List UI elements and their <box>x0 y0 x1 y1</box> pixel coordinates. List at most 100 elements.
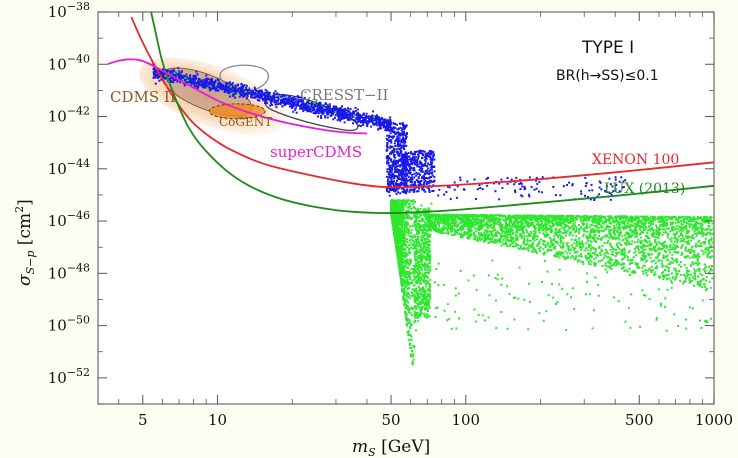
scatter-point <box>395 249 398 252</box>
scatter-point <box>240 83 243 86</box>
scatter-point <box>418 301 421 303</box>
scatter-point <box>346 114 349 117</box>
scatter-point <box>346 116 349 119</box>
scatter-point <box>418 312 421 315</box>
scatter-point <box>331 113 334 116</box>
scatter-point <box>404 298 407 301</box>
scatter-point <box>393 180 396 183</box>
scatter-point <box>245 97 248 100</box>
scatter-point <box>364 114 367 117</box>
scatter-point <box>419 310 422 313</box>
scatter-point <box>387 178 390 181</box>
scatter-point <box>408 179 411 182</box>
scatter-point <box>416 276 419 279</box>
scatter-point <box>302 104 305 107</box>
scatter-point <box>330 114 332 117</box>
scatter-point <box>332 109 335 111</box>
scatter-point <box>410 160 413 163</box>
scatter-point <box>396 210 399 213</box>
scatter-point <box>413 221 416 224</box>
scatter-point <box>403 223 406 226</box>
scatter-point <box>198 78 201 81</box>
scatter-point <box>211 80 214 83</box>
scatter-point <box>576 240 579 243</box>
scatter-point <box>413 345 416 348</box>
scatter-point <box>415 229 418 232</box>
scatter-point <box>242 94 245 97</box>
scatter-point <box>420 179 423 182</box>
scatter-point <box>422 298 425 301</box>
scatter-point <box>178 76 181 79</box>
scatter-point <box>349 108 352 110</box>
scatter-point <box>526 238 529 241</box>
scatter-point <box>687 240 690 243</box>
scatter-point <box>342 112 345 115</box>
scatter-point <box>650 244 652 247</box>
scatter-point <box>428 247 431 250</box>
scatter-point <box>608 177 611 180</box>
scatter-point <box>275 99 278 102</box>
scatter-point <box>318 104 321 107</box>
scatter-point <box>424 292 427 295</box>
scatter-point <box>406 278 409 281</box>
scatter-point <box>387 187 390 190</box>
scatter-point <box>370 125 373 128</box>
scatter-point <box>424 179 427 182</box>
scatter-point <box>409 165 412 168</box>
scatter-point <box>403 200 405 203</box>
scatter-point <box>185 81 188 84</box>
scatter-point <box>266 96 269 99</box>
scatter-point <box>696 231 699 234</box>
scatter-point <box>235 90 238 93</box>
scatter-point <box>393 153 396 156</box>
scatter-point <box>486 184 489 187</box>
scatter-point <box>420 255 423 258</box>
scatter-point <box>422 153 425 156</box>
scatter-point <box>404 310 407 313</box>
scatter-point <box>425 308 428 311</box>
scatter-point <box>314 112 317 115</box>
scatter-point <box>390 207 393 210</box>
scatter-point <box>252 90 255 93</box>
scatter-point <box>410 176 413 179</box>
scatter-point <box>407 171 410 174</box>
scatter-point <box>399 258 402 261</box>
scatter-point <box>429 265 432 268</box>
scatter-point <box>535 179 538 182</box>
scatter-point <box>265 96 268 99</box>
scatter-point <box>446 185 449 188</box>
scatter-point <box>204 80 207 82</box>
scatter-point <box>362 113 365 116</box>
scatter-point <box>393 227 395 230</box>
scatter-point <box>332 111 335 114</box>
scatter-point <box>270 100 273 103</box>
scatter-point <box>401 290 404 293</box>
scatter-point <box>410 295 413 298</box>
scatter-point <box>405 270 407 273</box>
scatter-point <box>420 277 423 280</box>
scatter-point <box>291 97 294 100</box>
scatter-point <box>404 262 407 265</box>
scatter-point <box>404 237 407 240</box>
scatter-point <box>404 172 406 175</box>
scatter-point <box>307 99 310 102</box>
scatter-point <box>244 90 247 93</box>
scatter-point <box>267 92 270 95</box>
scatter-point <box>476 188 479 191</box>
scatter-point <box>388 120 390 123</box>
scatter-point <box>404 165 407 168</box>
scatter-point <box>399 256 402 259</box>
scatter-point <box>277 103 280 106</box>
scatter-point <box>538 190 540 193</box>
scatter-point <box>204 78 207 81</box>
scatter-point <box>298 96 301 99</box>
scatter-point <box>499 233 502 236</box>
scatter-point <box>429 172 432 175</box>
scatter-point <box>195 70 198 73</box>
scatter-point <box>415 209 418 212</box>
scatter-point <box>420 257 423 260</box>
scatter-point <box>179 81 182 84</box>
scatter-point <box>319 110 322 113</box>
scatter-point <box>546 233 549 235</box>
scatter-point <box>227 88 229 91</box>
